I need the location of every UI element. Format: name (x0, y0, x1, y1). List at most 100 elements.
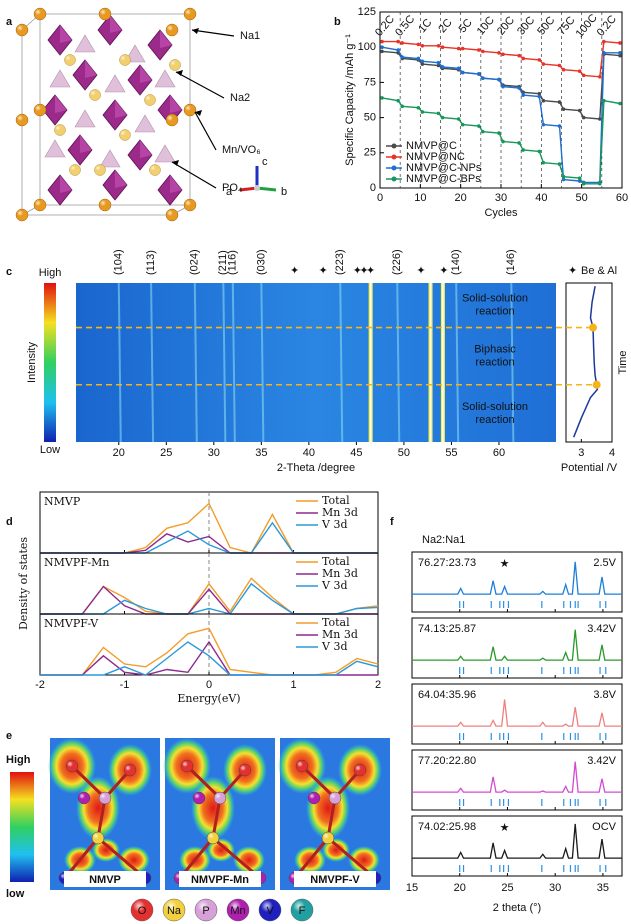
atom-shine (185, 200, 191, 206)
scale-label: High (6, 754, 31, 766)
peak-label: (030) (255, 249, 267, 275)
subplot-frame (411, 683, 623, 745)
subplot-title: NMVPF-Mn (44, 556, 109, 569)
bond (96, 797, 107, 839)
x-axis-label: Cycles (484, 207, 518, 219)
data-point (416, 42, 421, 47)
data-point (618, 51, 622, 55)
octahedron-face (140, 140, 152, 158)
subplot-title: NMVPF-V (44, 617, 99, 630)
element-symbol: Mn (230, 905, 245, 917)
legend-label: NMVP@NC (406, 151, 465, 163)
atom-shine (167, 25, 173, 31)
rate-label: 75C (555, 14, 577, 37)
axis-label: b (281, 186, 287, 198)
element-shine (165, 900, 177, 912)
x-tick-label: 3 (578, 447, 584, 459)
rate-label: 20C (495, 14, 517, 37)
element-symbol: Na (167, 905, 182, 917)
map-label: NMVP (89, 874, 121, 886)
y-axis-label: Density of states (17, 537, 30, 630)
atom-shine (17, 115, 23, 121)
data-point (477, 48, 481, 52)
xrd-pattern (412, 561, 622, 595)
data-point (541, 160, 546, 165)
data-point (577, 108, 582, 113)
x-tick-label: 40 (535, 192, 547, 204)
voltage-label: 2.5V (593, 557, 616, 569)
atom-shine (17, 25, 23, 31)
atom-shine (240, 765, 246, 771)
data-point (400, 55, 404, 59)
data-point (380, 49, 384, 54)
scale-label: High (39, 267, 62, 279)
density-map (278, 738, 390, 890)
atom-shine (125, 765, 131, 771)
data-point (602, 98, 606, 103)
map-label: NMVPF-V (310, 874, 360, 886)
data-point (541, 122, 546, 127)
po4-tetrahedron (154, 69, 176, 88)
po4-tetrahedron (49, 69, 71, 88)
x-axis-label: Potential /V (561, 462, 618, 474)
legend-marker (391, 176, 397, 182)
x-tick-label: 60 (616, 192, 628, 204)
x-tick-label: 30 (208, 447, 220, 459)
xrd-pattern (412, 761, 622, 793)
x-tick-label: 0 (206, 679, 212, 691)
y-axis-label: Time (617, 350, 629, 374)
legend-label: Mn 3d (322, 506, 358, 519)
diffraction-line (117, 282, 122, 443)
data-point (521, 148, 525, 152)
ratio-label: 77.20:22.80 (418, 755, 476, 767)
rate-label: 5C (457, 17, 475, 36)
data-point (420, 59, 425, 64)
be-al-marker: ✦ (319, 265, 328, 277)
octahedron-face (170, 95, 182, 113)
data-point (436, 43, 441, 48)
atom-shine (93, 833, 99, 839)
label-arrow (171, 161, 217, 189)
x-tick-label: 20 (455, 192, 467, 204)
data-point (396, 98, 400, 103)
bond (218, 769, 247, 799)
dos-line (40, 641, 379, 676)
data-point (537, 94, 542, 99)
atom-shine (323, 833, 329, 839)
axis-origin (254, 185, 260, 191)
xrd-pattern (412, 823, 622, 859)
scale-label: low (6, 888, 25, 900)
y-tick-label: 100 (358, 41, 376, 53)
octahedron-face (115, 170, 127, 188)
element-shine (293, 900, 305, 912)
rate-label: 2C (436, 17, 454, 36)
na2-atom (94, 164, 106, 176)
data-point (618, 101, 622, 106)
atom-shine (330, 793, 336, 799)
axis-label: c (262, 156, 268, 168)
data-point (537, 91, 542, 96)
data-point (501, 139, 505, 144)
reaction-label: reaction (475, 357, 514, 369)
data-point (440, 115, 445, 120)
y-tick-label: 50 (364, 112, 376, 124)
x-tick-label: 15 (406, 882, 418, 894)
panel-letter: d (6, 516, 13, 528)
na2-atom (169, 59, 181, 71)
atom-shine (35, 9, 41, 15)
data-point (481, 76, 485, 80)
data-point (501, 84, 505, 89)
density-blob (233, 846, 265, 874)
x-tick-label: 50 (398, 447, 410, 459)
atom-shine (90, 90, 96, 96)
data-point (396, 48, 400, 52)
data-point (561, 107, 566, 111)
atom-shine (79, 793, 85, 799)
legend-label: V 3d (321, 579, 347, 592)
axis-b (256, 186, 277, 192)
data-point (577, 69, 582, 73)
reaction-label: reaction (475, 306, 514, 318)
diffraction-line (150, 282, 155, 443)
y-tick-label: 0 (370, 182, 376, 194)
element-shine (133, 900, 145, 912)
